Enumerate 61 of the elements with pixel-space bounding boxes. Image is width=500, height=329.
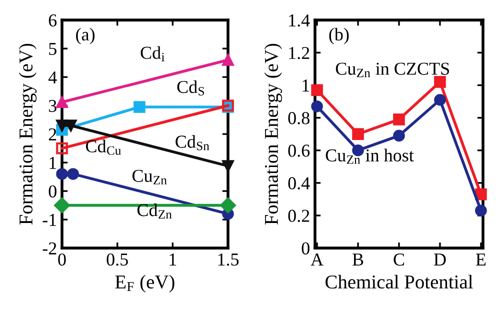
point [393,114,405,126]
y-tick-label: 0.8 [288,112,310,124]
x-tick-label: 1.5 [218,254,239,266]
point [434,76,446,88]
y-tick-label: 0 [48,185,56,198]
point [64,120,77,132]
point [311,84,323,96]
point [222,54,234,66]
y-tick-label: 1 [50,156,56,169]
x-tick-label: D [434,254,446,266]
y-tick-label: 1.2 [289,46,310,60]
y-tick-label: -1 [42,214,56,226]
series-label: Cu$_{Zn}$ in CZCTS [336,62,449,78]
point [56,96,68,108]
y-tick-label: 0.4 [288,177,310,190]
y-tick-label: 1 [302,80,310,92]
x-axis-title: Chemical Potential [326,274,473,289]
y-tick-label: 2 [48,128,56,140]
x-tick-label: 0 [58,253,66,266]
point [54,197,70,214]
series-label: Cd$_{Cu}$ [86,140,121,155]
series-label: Cd$_{Zn}$ [137,204,172,219]
x-tick-label: 1 [170,254,176,266]
point [311,100,323,112]
chart-title: (b) [329,28,349,44]
point [56,168,68,180]
series-label: Cu$_{Zn}$ [132,170,167,184]
point [222,160,234,172]
y-tick-label: 6 [48,14,57,27]
y-tick-label: 1.4 [289,14,310,27]
chart-title: (a) [76,28,95,44]
y-tick-label: 5 [49,43,56,56]
x-tick-label: B [352,254,364,266]
y-tick-label: 0 [302,242,310,255]
point [475,188,487,200]
point [134,101,146,113]
point [56,120,68,132]
y-tick-label: 0.2 [288,210,310,222]
point [434,94,446,106]
y-tick-label: 0.6 [288,144,310,157]
x-axis-title: E$_{F}$ (eV) [115,274,174,292]
series-label: Cu$_{Zn}$ in host [326,148,414,164]
x-tick-label: C [394,254,404,266]
point [352,128,364,140]
series-label: Cd$_{i}$ [140,46,165,62]
point [393,130,405,142]
y-tick-label: 3 [48,100,56,112]
x-tick-label: 0.5 [106,253,128,266]
x-tick-label: E [476,254,486,266]
y-tick-label: 4 [48,71,57,84]
series-label: Cd$_{S}$ [177,80,204,96]
point [220,197,236,214]
x-tick-label: A [310,254,324,266]
point [67,168,79,180]
point [475,204,487,217]
point [56,142,68,154]
y-axis-title: Formation Energy (eV) [18,44,37,225]
point [352,144,364,156]
series-label: Cd$_{Sn}$ [176,135,210,150]
y-axis-title: Formation Energy (eV) [264,44,282,225]
y-tick-label: -2 [42,242,56,254]
